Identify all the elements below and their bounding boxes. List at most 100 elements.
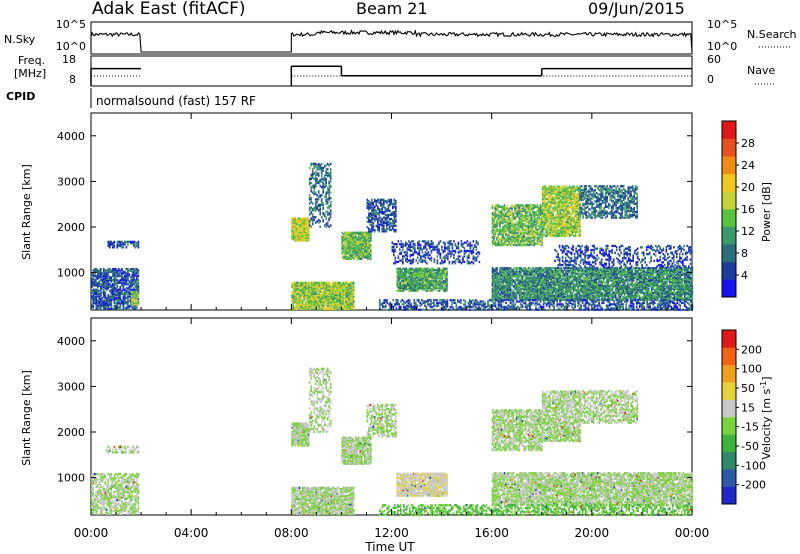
power-cell — [135, 300, 138, 303]
power-cell — [521, 235, 524, 238]
power-cell — [311, 172, 314, 175]
power-cell — [323, 214, 326, 217]
power-cell — [300, 218, 302, 222]
power-cell — [381, 204, 384, 207]
power-cell — [294, 283, 296, 286]
power-cell — [112, 292, 114, 295]
power-cell — [110, 242, 113, 245]
power-cell — [360, 250, 363, 253]
power-cell — [389, 219, 391, 222]
power-cell — [307, 300, 310, 304]
power-cell — [359, 254, 361, 258]
power-cell — [532, 290, 534, 293]
power-cell — [316, 181, 318, 185]
power-cell — [125, 307, 128, 310]
power-cell — [530, 276, 533, 279]
power-cell — [398, 273, 400, 276]
power-cell — [109, 243, 111, 246]
power-cell — [125, 292, 128, 295]
power-cell — [292, 284, 295, 287]
power-cell — [310, 288, 313, 291]
power-cell — [104, 302, 107, 305]
power-cell — [328, 188, 330, 191]
power-cell — [103, 307, 105, 310]
power-cell — [124, 283, 126, 286]
power-cell — [313, 287, 316, 290]
power-cell — [297, 285, 299, 289]
power-cell — [124, 295, 126, 298]
power-cell — [367, 250, 369, 253]
power-cell — [312, 281, 314, 284]
power-cell — [301, 233, 304, 237]
power-cell — [98, 292, 101, 295]
power-cell — [337, 284, 340, 287]
power-cell — [137, 299, 139, 302]
power-cell — [351, 245, 354, 248]
power-cell — [378, 211, 381, 214]
power-cell — [97, 305, 99, 308]
power-cell — [499, 220, 501, 223]
power-cell — [328, 190, 330, 193]
power-cell — [125, 283, 128, 286]
power-cell — [307, 303, 310, 306]
power-cell — [396, 285, 399, 288]
power-cell — [494, 223, 497, 226]
power-cell — [427, 253, 430, 257]
power-cell — [548, 271, 551, 274]
power-cell — [297, 294, 299, 297]
power-cell — [303, 281, 305, 284]
power-cell — [310, 181, 312, 185]
power-cell — [324, 287, 326, 290]
power-cell — [292, 225, 295, 228]
power-cell — [384, 211, 387, 214]
power-cell — [527, 215, 530, 218]
power-cell — [321, 283, 323, 286]
power-cell — [538, 224, 540, 227]
power-cell — [337, 291, 340, 294]
power-cell — [353, 249, 355, 252]
power-cell — [291, 291, 293, 294]
power-cell — [539, 217, 542, 221]
power-cell — [127, 303, 129, 306]
power-cell — [348, 232, 351, 236]
power-cell — [327, 281, 329, 284]
power-cell — [436, 244, 439, 247]
power-cell — [357, 254, 360, 258]
power-cell — [306, 294, 308, 297]
power-cell — [134, 268, 137, 271]
power-cell — [104, 279, 107, 282]
power-cell — [297, 300, 299, 304]
power-cell — [297, 299, 299, 302]
power-cell — [446, 267, 448, 270]
power-cell — [118, 243, 120, 246]
power-cell — [331, 296, 334, 300]
power-cell — [345, 249, 348, 252]
power-cell — [95, 306, 98, 309]
power-cell — [403, 255, 406, 258]
power-cell — [459, 255, 461, 258]
power-cell — [324, 298, 326, 301]
power-cell — [303, 294, 305, 297]
power-cell — [303, 303, 305, 306]
power-cell — [298, 289, 301, 293]
power-cell — [300, 231, 302, 234]
power-cell — [107, 269, 110, 272]
power-cell — [304, 281, 307, 284]
power-cell — [308, 196, 311, 200]
power-cell — [317, 190, 320, 193]
power-cell — [535, 235, 537, 238]
power-cell — [109, 298, 111, 301]
power-cell — [353, 243, 355, 247]
power-cell — [351, 289, 353, 293]
power-cell — [328, 217, 330, 220]
power-cell — [318, 296, 320, 300]
power-cell — [109, 299, 111, 302]
power-cell — [314, 203, 317, 206]
power-cell — [399, 281, 402, 284]
power-cell — [381, 219, 384, 222]
power-cell — [405, 251, 407, 254]
power-cell — [112, 273, 114, 276]
power-cell — [395, 215, 397, 218]
power-cell — [313, 206, 315, 209]
power-cell — [133, 281, 135, 284]
